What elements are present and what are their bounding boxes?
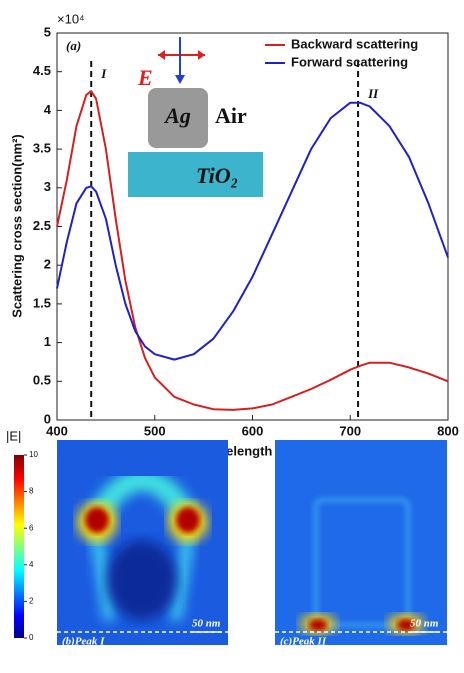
x-tick-label: 700: [339, 423, 361, 438]
colorbar-tick-label: 2: [29, 597, 34, 606]
y-tick-label: 4.5: [33, 63, 51, 78]
field-label: E: [137, 65, 153, 90]
colorbar-tick-label: 8: [29, 487, 34, 496]
y-tick-label: 1.5: [33, 295, 51, 310]
particle-label: Ag: [163, 103, 191, 128]
marker-label: I: [100, 66, 107, 81]
y-tick-label: 2.5: [33, 218, 51, 233]
x-tick-label: 600: [242, 423, 264, 438]
marker-label: II: [367, 86, 379, 101]
field-maps: |E| (b)Peak I 50 nm (c)Peak II 50 nm: [6, 428, 447, 648]
y-tick-label: 4: [44, 102, 52, 117]
legend-label: Backward scattering: [291, 36, 418, 51]
colorbar-tick-label: 4: [29, 560, 34, 569]
scale-label: 50 nm: [192, 618, 221, 630]
arrowhead: [175, 75, 185, 84]
colorbar-tick-label: 0: [29, 633, 34, 642]
y-axis-label: Scattering cross section(nm²): [9, 134, 24, 318]
x-tick-label: 500: [144, 423, 166, 438]
series-line: [56, 90, 449, 411]
plot-frame: [56, 32, 449, 421]
medium-label: Air: [215, 103, 247, 128]
line-chart: ×10⁴ (a) Wavelength (nm) Scattering cros…: [9, 11, 458, 458]
series-line: [56, 101, 449, 361]
map-c: [275, 440, 447, 645]
panel-label: (a): [66, 38, 81, 53]
y-tick-label: 3: [44, 179, 51, 194]
legend-label: Forward scattering: [291, 54, 408, 69]
map-b: [57, 440, 228, 645]
y-tick-label: 5: [44, 24, 51, 39]
y-tick-label: 2: [44, 257, 51, 272]
colorbar-tick-label: 6: [29, 523, 34, 532]
colorbar-tick-label: 10: [29, 450, 38, 459]
y-tick-label: 1: [44, 334, 51, 349]
y-tick-label: 0: [44, 411, 51, 426]
ag-particle: [148, 88, 208, 148]
colorbar: [14, 455, 24, 638]
substrate-label: TiO₂: [196, 163, 238, 188]
panel-label: (c)Peak II: [280, 636, 327, 648]
scale-label: 50 nm: [410, 618, 439, 630]
x-tick-label: 800: [437, 423, 459, 438]
y-multiplier: ×10⁴: [57, 11, 85, 26]
y-tick-label: 0.5: [33, 373, 51, 388]
substrate: [128, 152, 263, 197]
colorbar-label: |E|: [6, 428, 21, 443]
x-tick-label: 400: [46, 423, 68, 438]
panel-label: (b)Peak I: [62, 636, 105, 648]
y-tick-label: 3.5: [33, 141, 51, 156]
